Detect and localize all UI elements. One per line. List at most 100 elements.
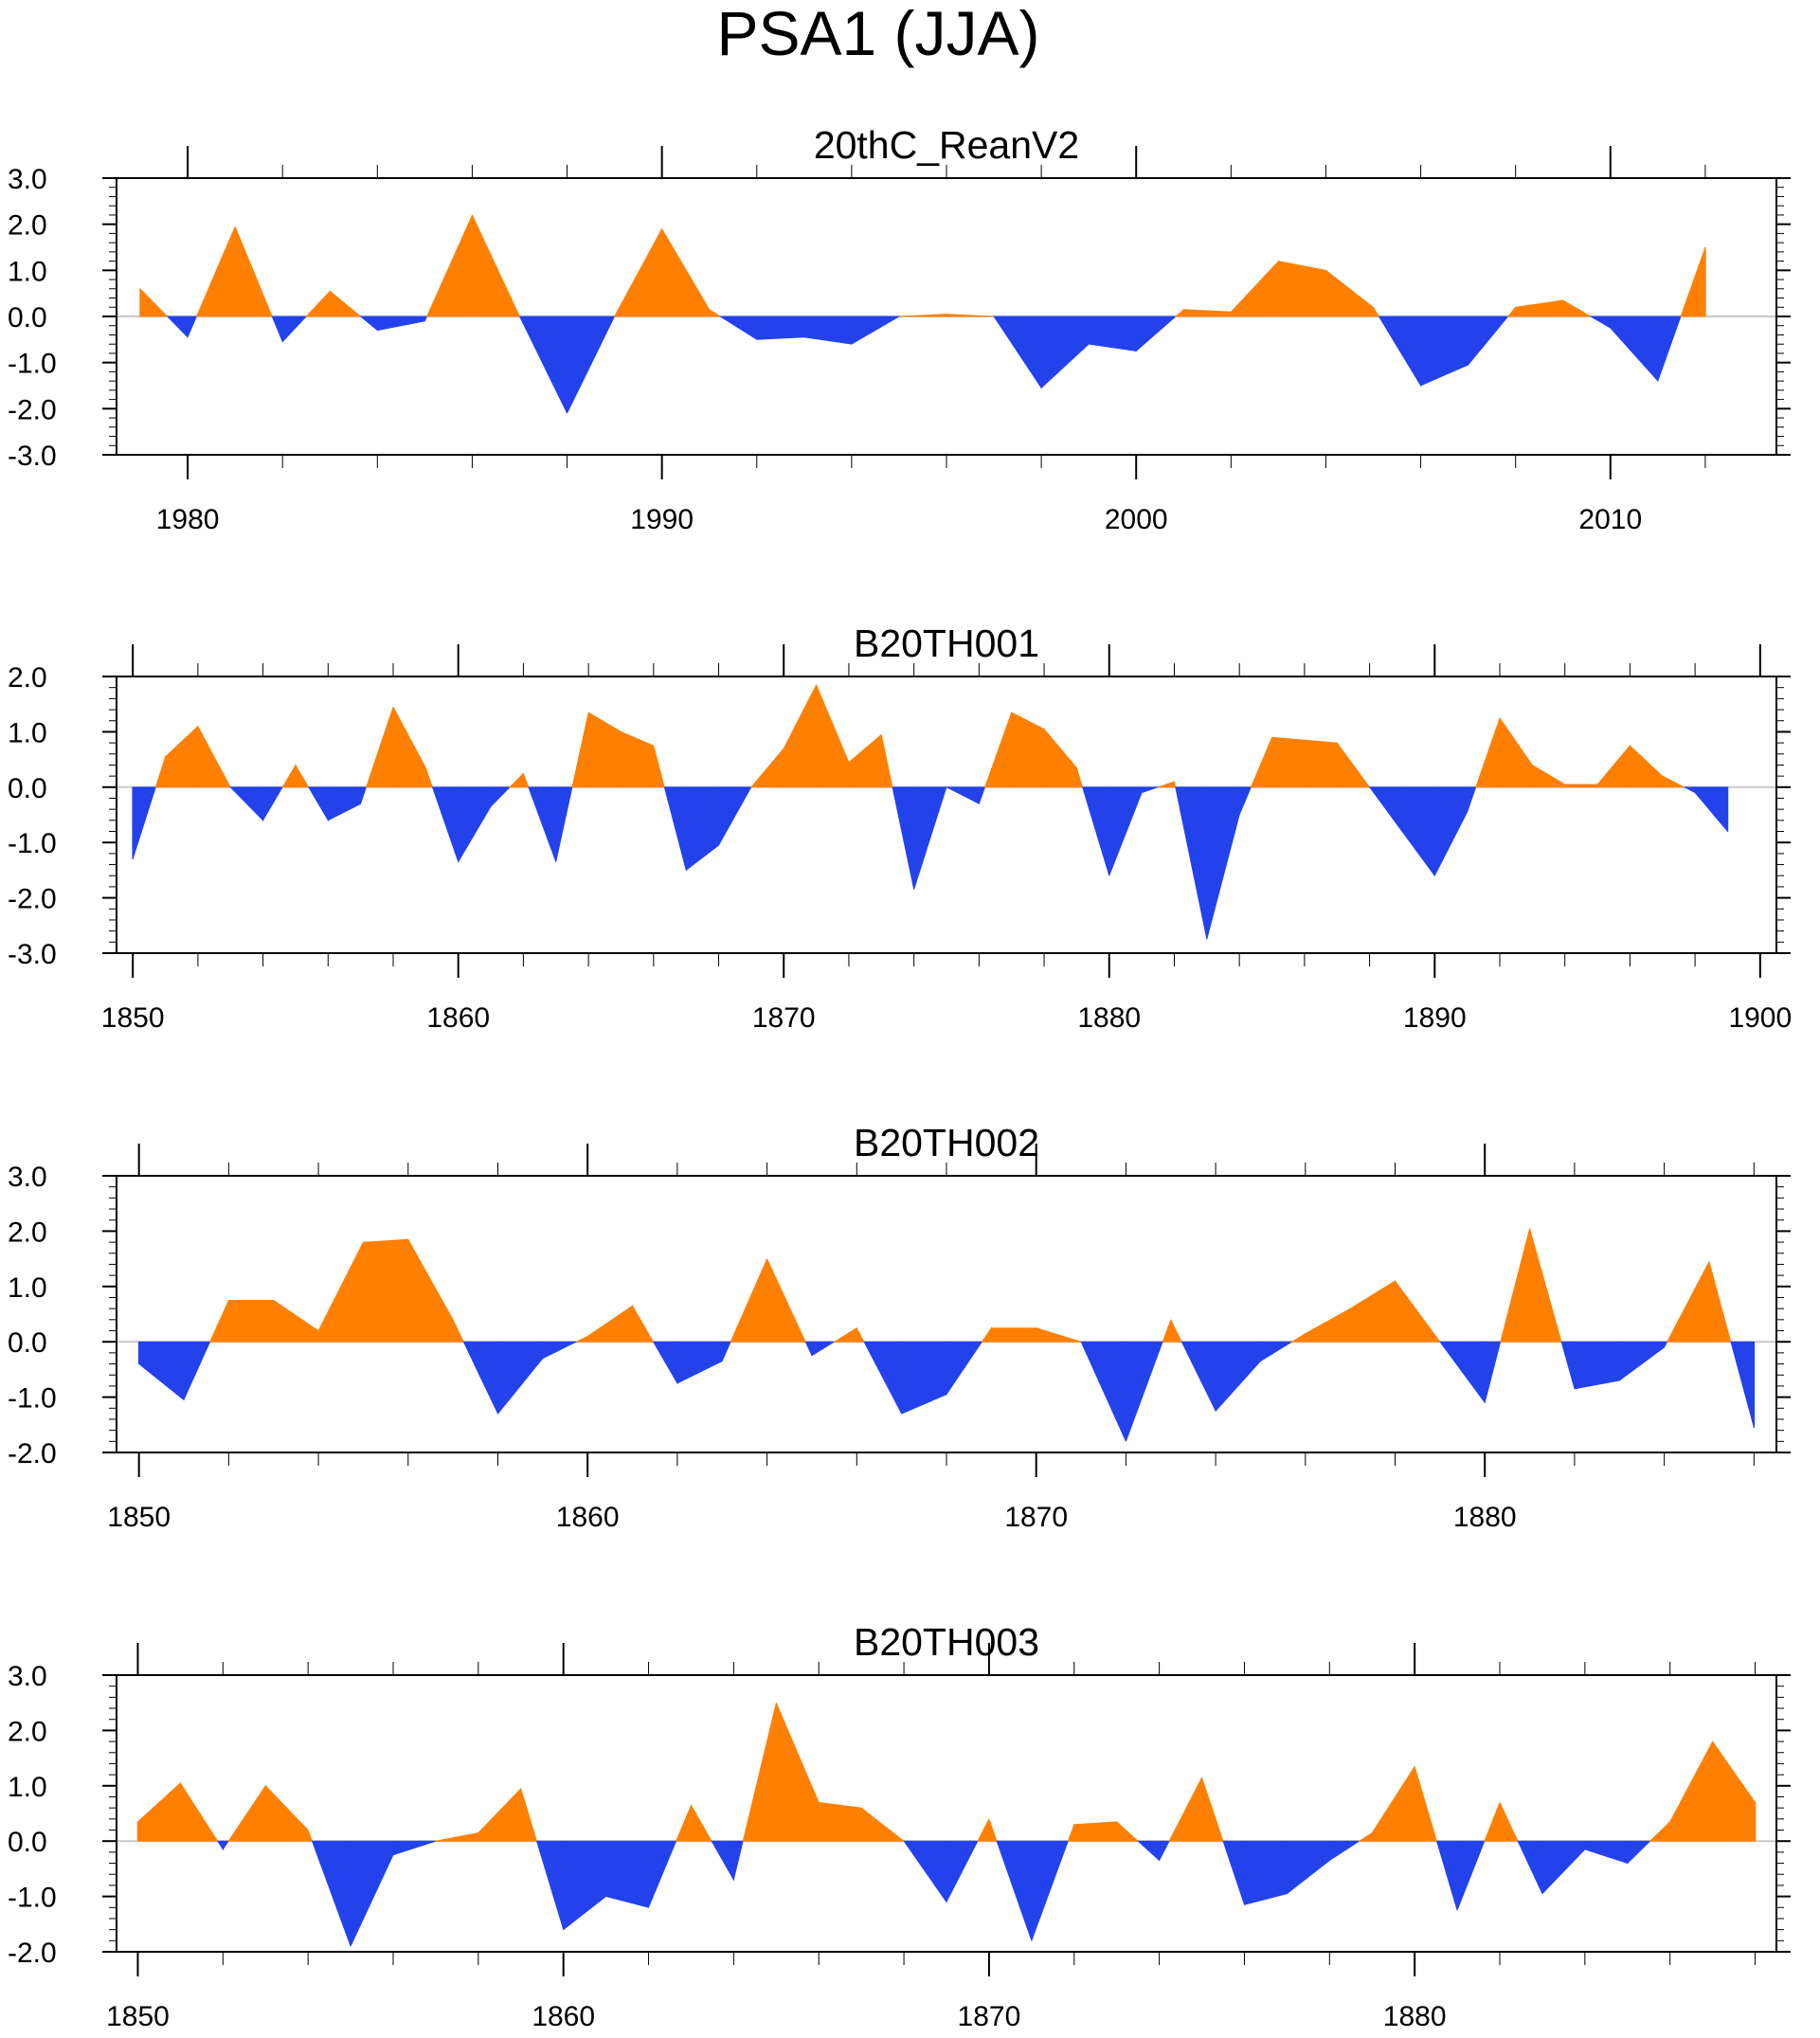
x-tick-label: 1880 [1077,1002,1141,1034]
negative-area [1175,786,1208,940]
y-tick-label: 1.0 [8,1772,47,1803]
y-tick-label: -2.0 [8,394,57,425]
negative-area [803,316,853,345]
negative-area [1574,1341,1620,1390]
positive-area [1500,1228,1530,1343]
y-tick-label: -1.0 [8,828,57,859]
negative-area [1137,1840,1161,1862]
positive-area [165,725,199,788]
positive-area [587,712,622,788]
y-tick-label: 3.0 [8,1162,47,1193]
positive-area [1305,1308,1351,1343]
positive-area [273,1299,319,1343]
positive-area [766,1258,806,1343]
negative-area [1664,1341,1668,1348]
negative-area [1484,1341,1502,1403]
positive-area [1506,306,1517,317]
negative-area [1435,1840,1458,1911]
panel-title: B20TH002 [854,1121,1039,1164]
negative-area [281,316,308,343]
negative-area [1135,316,1178,352]
negative-area [1215,1341,1261,1413]
positive-area [742,1703,777,1842]
positive-area [472,214,521,317]
y-tick-label: -3.0 [8,939,57,970]
x-tick-label: 1870 [1004,1502,1068,1533]
positive-area [1630,745,1664,788]
negative-area [663,786,687,871]
positive-area [1174,308,1184,317]
positive-area [1278,261,1326,317]
positive-area [1395,1279,1441,1343]
positive-area [1349,1280,1396,1343]
y-tick-label: 3.0 [8,1661,47,1692]
positive-area [1358,1831,1373,1842]
negative-area [392,1840,437,1856]
y-tick-label: -1.0 [8,349,57,380]
positive-area [730,1258,767,1343]
positive-area [452,1319,464,1343]
y-tick-label: -2.0 [8,1438,57,1470]
negative-area [1560,1341,1576,1389]
figure-title: PSA1 (JJA) [716,0,1039,68]
positive-area [1043,728,1077,788]
y-tick-label: 2.0 [8,1716,47,1747]
negative-area [1610,316,1659,383]
positive-area [1325,269,1374,317]
negative-area [1286,1840,1330,1895]
y-tick-label: 3.0 [8,164,47,195]
negative-area [222,1840,229,1851]
positive-area [1250,737,1272,788]
negative-area [262,786,283,822]
negative-area [1368,786,1403,833]
positive-area [478,1787,522,1842]
positive-area [1499,1802,1519,1842]
positive-area [281,763,297,788]
negative-area [535,1840,565,1930]
negative-area [311,1840,351,1947]
positive-area [1669,1740,1714,1842]
positive-area [1116,1820,1140,1842]
negative-area [946,786,980,804]
y-tick-label: 2.0 [8,662,47,694]
negative-area [1260,1341,1294,1362]
negative-area [605,1840,649,1908]
positive-area [1531,764,1566,788]
y-tick-label: -2.0 [8,1938,57,1969]
positive-area [750,747,784,788]
negative-area [1238,786,1252,816]
negative-area [458,786,492,864]
positive-area [139,287,169,317]
positive-area [946,314,995,317]
negative-area [978,786,986,804]
negative-area [1040,316,1090,389]
positive-area [137,1781,181,1842]
positive-area [676,1805,692,1842]
positive-area [783,684,817,788]
x-tick-label: 1860 [532,2001,595,2032]
negative-area [851,316,901,345]
y-tick-label: 0.0 [8,302,47,334]
negative-area [1730,1341,1755,1428]
positive-area [435,1831,479,1842]
positive-area [1162,1319,1172,1343]
positive-area [1230,260,1279,317]
negative-area [1108,786,1143,876]
negative-area [863,1341,903,1415]
x-tick-label: 1990 [630,504,694,535]
positive-area [571,712,589,788]
negative-area [1618,1341,1666,1381]
negative-area [1541,1840,1586,1895]
x-tick-label: 2000 [1105,504,1168,535]
positive-area [1475,717,1501,788]
positive-area [1336,741,1371,788]
positive-area [227,1300,275,1343]
positive-area [898,314,947,317]
panel-4: B20TH003 -2.0 -1.0 0.0 1.0 2.0 3.0 1850 1860 1870… [8,1620,1791,2032]
positive-area [1174,781,1177,788]
negative-area [1467,786,1477,813]
positive-area [1680,246,1706,317]
negative-area [423,316,428,322]
panel-title: B20TH001 [854,622,1039,665]
y-tick-label: 2.0 [8,210,47,242]
